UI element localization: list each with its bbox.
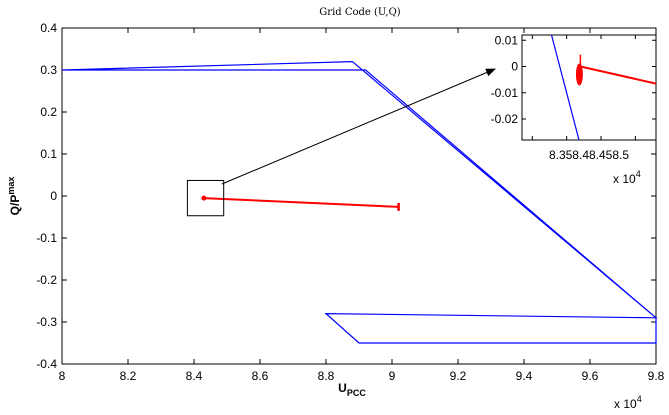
y-axis-label-sup: max: [6, 177, 16, 195]
y-tick-label: 0.2: [40, 105, 57, 119]
zoom-rectangle: [186, 179, 225, 217]
inset-x-multiplier-exp: 4: [636, 169, 641, 179]
inset-y-tick-label: -0.02: [491, 112, 519, 126]
inset-trajectory-line: [580, 65, 656, 85]
y-axis-label: Q/Pmax: [6, 177, 22, 216]
main-series: [61, 60, 658, 344]
inset-plot: 0.01 0 -0.01 -0.02 8.358.48.458.5 x 104: [491, 33, 657, 186]
y-tick-label: 0.3: [40, 63, 57, 77]
x-axis-label-main: U: [338, 381, 347, 395]
inset-series: [550, 35, 656, 140]
trajectory-start-marker: [201, 195, 207, 201]
inset-x-multiplier-base: x 10: [613, 172, 636, 186]
inset-x-tick-labels: 8.358.48.458.5: [549, 148, 629, 162]
x-axis-multiplier: x 104: [614, 394, 642, 411]
inset-y-tick-label: -0.01: [491, 86, 519, 100]
inset-y-tick-label: 0.01: [495, 33, 519, 47]
y-tick-label: 0.1: [40, 147, 57, 161]
grid-code-boundary-line: [61, 60, 658, 344]
zoom-arrow: [221, 68, 496, 185]
operating-trajectory-line: [203, 197, 399, 208]
y-tick-label: -0.3: [36, 315, 57, 329]
x-tick-label: 8.4: [186, 369, 203, 383]
inset-x-axis-multiplier: x 104: [613, 169, 641, 186]
y-tick-label: -0.4: [36, 357, 57, 371]
chart-title: Grid Code (U,Q): [319, 7, 401, 18]
x-axis-label: UPCC: [338, 381, 366, 398]
x-tick-label: 8: [59, 369, 66, 383]
inset-plot-frame: [521, 34, 657, 141]
x-tick-label: 8.8: [318, 369, 335, 383]
inset-trajectory-cluster: [575, 63, 583, 86]
inset-boundary-line: [550, 35, 580, 140]
x-tick-label: 9.2: [450, 369, 467, 383]
y-tick-label: 0: [50, 189, 57, 203]
x-tick-label: 9.4: [516, 369, 533, 383]
inset-ticks: 0.01 0 -0.01 -0.02: [491, 33, 656, 140]
x-multiplier-base: x 10: [614, 397, 637, 411]
y-axis-label-main: Q/P: [8, 195, 22, 216]
x-tick-label: 9: [389, 369, 396, 383]
main-ticks: 8 8.2 8.4 8.6 8.8 9 9.2 9.4 9.6 9.8 0.4 0.3 0.2 0.1 0 -…: [36, 21, 664, 383]
y-tick-label: -0.2: [36, 273, 57, 287]
x-tick-label: 9.8: [648, 369, 665, 383]
x-axis-label-sub: PCC: [347, 388, 367, 398]
y-tick-label: 0.4: [40, 21, 57, 35]
x-multiplier-exp: 4: [637, 394, 642, 404]
x-tick-label: 8.2: [120, 369, 137, 383]
y-tick-label: -0.1: [36, 231, 57, 245]
x-tick-label: 8.6: [252, 369, 269, 383]
x-tick-label: 9.6: [582, 369, 599, 383]
inset-y-tick-label: 0: [511, 60, 518, 74]
